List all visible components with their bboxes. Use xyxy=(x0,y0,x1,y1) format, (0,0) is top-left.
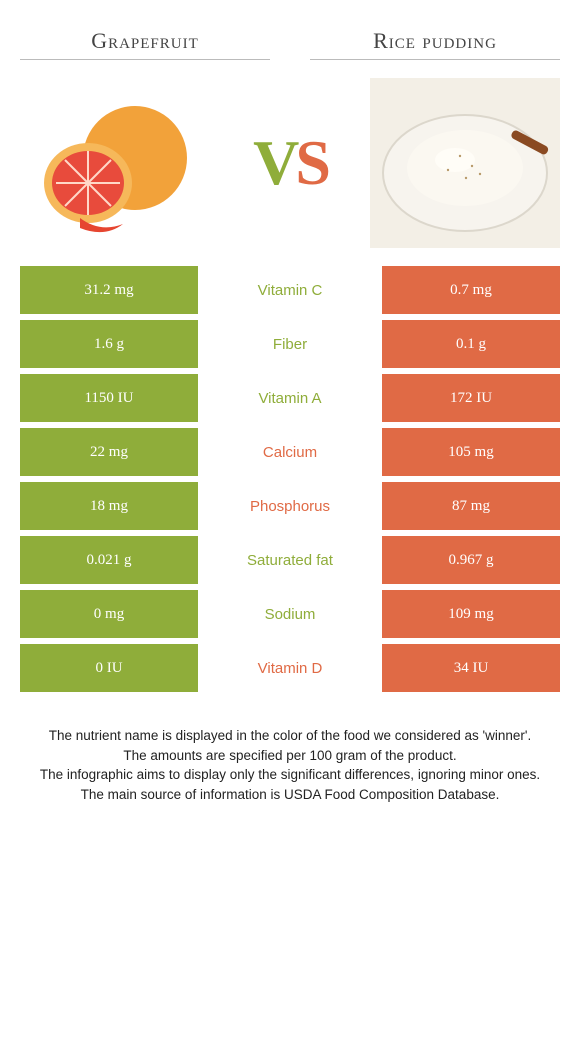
header-row: Grapefruit Rice pudding xyxy=(0,0,580,72)
footer-notes: The nutrient name is displayed in the co… xyxy=(0,698,580,804)
table-row: 1150 IUVitamin A172 IU xyxy=(20,374,560,422)
cell-right-value: 87 mg xyxy=(382,482,560,530)
cell-left-value: 1.6 g xyxy=(20,320,198,368)
table-row: 0 IUVitamin D34 IU xyxy=(20,644,560,692)
cell-right-value: 172 IU xyxy=(382,374,560,422)
vs-label: VS xyxy=(253,126,327,200)
footer-line-4: The main source of information is USDA F… xyxy=(24,785,556,805)
cell-nutrient-name: Fiber xyxy=(198,320,382,368)
cell-nutrient-name: Vitamin A xyxy=(198,374,382,422)
cell-right-value: 34 IU xyxy=(382,644,560,692)
food-image-right xyxy=(370,78,560,248)
food-image-left xyxy=(20,78,210,248)
cell-right-value: 0.7 mg xyxy=(382,266,560,314)
nutrient-table: 31.2 mgVitamin C0.7 mg 1.6 gFiber0.1 g 115… xyxy=(20,266,560,692)
vs-s: S xyxy=(295,127,327,198)
table-row: 1.6 gFiber0.1 g xyxy=(20,320,560,368)
cell-nutrient-name: Vitamin C xyxy=(198,266,382,314)
cell-nutrient-name: Phosphorus xyxy=(198,482,382,530)
table-row: 22 mgCalcium105 mg xyxy=(20,428,560,476)
cell-left-value: 0 IU xyxy=(20,644,198,692)
cell-nutrient-name: Calcium xyxy=(198,428,382,476)
cell-left-value: 22 mg xyxy=(20,428,198,476)
cell-nutrient-name: Saturated fat xyxy=(198,536,382,584)
cell-right-value: 0.967 g xyxy=(382,536,560,584)
header-right-title: Rice pudding xyxy=(310,28,560,60)
cell-right-value: 0.1 g xyxy=(382,320,560,368)
table-row: 18 mgPhosphorus87 mg xyxy=(20,482,560,530)
cell-nutrient-name: Vitamin D xyxy=(198,644,382,692)
table-row: 31.2 mgVitamin C0.7 mg xyxy=(20,266,560,314)
header-left-title: Grapefruit xyxy=(20,28,270,60)
images-row: VS xyxy=(0,72,580,266)
cell-left-value: 18 mg xyxy=(20,482,198,530)
grapefruit-icon xyxy=(25,88,205,238)
footer-line-2: The amounts are specified per 100 gram o… xyxy=(24,746,556,766)
cell-nutrient-name: Sodium xyxy=(198,590,382,638)
footer-line-3: The infographic aims to display only the… xyxy=(24,765,556,785)
cell-right-value: 109 mg xyxy=(382,590,560,638)
table-row: 0.021 gSaturated fat0.967 g xyxy=(20,536,560,584)
cell-right-value: 105 mg xyxy=(382,428,560,476)
cell-left-value: 0.021 g xyxy=(20,536,198,584)
vs-v: V xyxy=(253,127,295,198)
cell-left-value: 1150 IU xyxy=(20,374,198,422)
cell-left-value: 0 mg xyxy=(20,590,198,638)
table-row: 0 mgSodium109 mg xyxy=(20,590,560,638)
cell-left-value: 31.2 mg xyxy=(20,266,198,314)
footer-line-1: The nutrient name is displayed in the co… xyxy=(24,726,556,746)
rice-pudding-icon xyxy=(370,78,560,248)
